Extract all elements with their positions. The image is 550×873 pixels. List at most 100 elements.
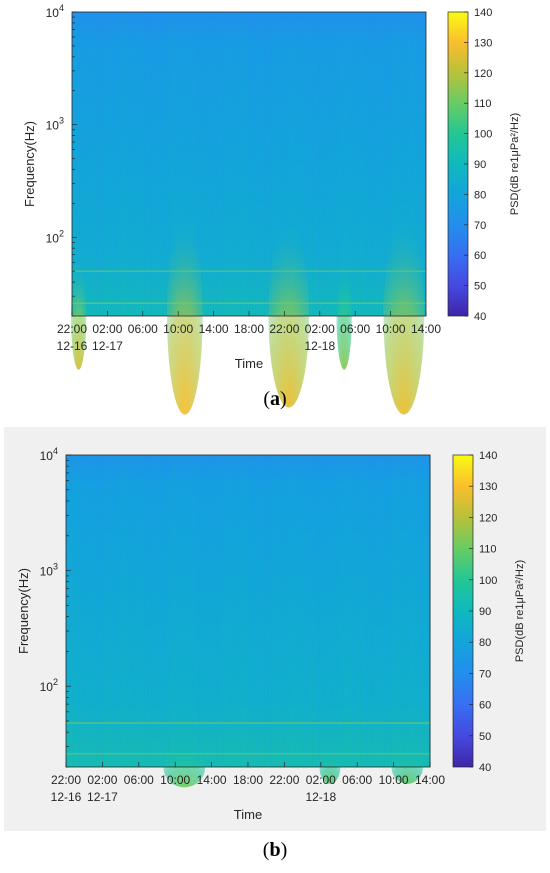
texture-column	[312, 455, 314, 767]
colorbar-tick-label: 120	[474, 68, 492, 80]
y-tick-label: 102	[46, 228, 64, 245]
texture-column	[306, 455, 308, 767]
texture-column	[351, 455, 353, 767]
texture-column	[387, 12, 389, 316]
texture-column	[243, 12, 245, 316]
texture-column	[267, 455, 269, 767]
texture-column	[303, 455, 305, 767]
texture-column	[162, 455, 164, 767]
y-tick-label: 104	[40, 446, 58, 463]
texture-column	[183, 12, 185, 316]
texture-column	[348, 455, 350, 767]
colorbar-tick-label: 40	[474, 311, 486, 323]
texture-column	[171, 12, 173, 316]
texture-column	[264, 455, 266, 767]
texture-column	[354, 12, 356, 316]
texture-column	[204, 12, 206, 316]
texture-column	[141, 455, 143, 767]
texture-column	[228, 12, 230, 316]
texture-column	[138, 455, 140, 767]
x-tick-label: 02:00	[306, 773, 336, 787]
texture-column	[363, 12, 365, 316]
texture-column	[402, 455, 404, 767]
texture-column	[159, 12, 161, 316]
texture-column	[93, 455, 95, 767]
texture-column	[180, 455, 182, 767]
texture-column	[195, 455, 197, 767]
texture-column	[258, 455, 260, 767]
y-tick-exp: 4	[59, 3, 64, 13]
texture-column	[315, 455, 317, 767]
texture-column	[300, 455, 302, 767]
texture-column	[252, 455, 254, 767]
texture-column	[87, 455, 89, 767]
colorbar-tick-label: 130	[479, 481, 497, 493]
texture-column	[72, 455, 74, 767]
y-tick-label: 102	[40, 677, 58, 694]
x-tick-date: 12-18	[305, 790, 336, 804]
texture-column	[105, 12, 107, 316]
colorbar-tick-label: 50	[479, 731, 491, 743]
x-tick-label: 10:00	[160, 773, 190, 787]
texture-column	[297, 455, 299, 767]
texture-column	[408, 455, 410, 767]
texture-column	[156, 12, 158, 316]
texture-column	[192, 455, 194, 767]
texture-column	[96, 12, 98, 316]
x-tick-label: 18:00	[234, 322, 264, 336]
texture-column	[108, 12, 110, 316]
texture-column	[249, 455, 251, 767]
texture-column	[147, 12, 149, 316]
texture-column	[198, 12, 200, 316]
texture-column	[207, 12, 209, 316]
texture-column	[237, 12, 239, 316]
spectrogram-background	[72, 12, 426, 316]
texture-column	[318, 12, 320, 316]
texture-column	[426, 455, 428, 767]
texture-column	[96, 455, 98, 767]
texture-column	[402, 12, 404, 316]
x-tick-label: 02:00	[305, 322, 335, 336]
texture-column	[87, 12, 89, 316]
texture-column	[201, 12, 203, 316]
texture-column	[162, 12, 164, 316]
texture-column	[135, 12, 137, 316]
x-tick-label: 10:00	[376, 322, 406, 336]
texture-column	[153, 455, 155, 767]
texture-column	[321, 455, 323, 767]
texture-column	[384, 12, 386, 316]
x-tick-label: 14:00	[415, 773, 445, 787]
texture-column	[186, 455, 188, 767]
texture-column	[327, 455, 329, 767]
texture-column	[294, 455, 296, 767]
texture-column	[195, 12, 197, 316]
colorbar-label: PSD(dB re1μPa²/Hz)	[509, 113, 521, 215]
texture-column	[219, 12, 221, 316]
texture-column	[354, 455, 356, 767]
texture-column	[288, 12, 290, 316]
y-tick-label: 103	[40, 562, 58, 579]
texture-column	[348, 12, 350, 316]
x-tick-label: 22:00	[269, 322, 299, 336]
texture-column	[369, 455, 371, 767]
texture-column	[246, 455, 248, 767]
texture-column	[207, 455, 209, 767]
texture-column	[411, 455, 413, 767]
texture-column	[375, 12, 377, 316]
texture-column	[405, 455, 407, 767]
texture-column	[129, 12, 131, 316]
texture-column	[360, 12, 362, 316]
texture-column	[384, 455, 386, 767]
texture-column	[111, 12, 113, 316]
texture-column	[363, 455, 365, 767]
texture-column	[351, 12, 353, 316]
texture-column	[204, 455, 206, 767]
colorbar-label: PSD(dB re1μPa²/Hz)	[514, 560, 526, 662]
x-tick-label: 18:00	[233, 773, 263, 787]
y-axis-title: Frequency(Hz)	[16, 568, 31, 654]
spectrogram-texture	[72, 12, 425, 316]
texture-column	[375, 455, 377, 767]
texture-column	[324, 12, 326, 316]
texture-column	[78, 12, 80, 316]
